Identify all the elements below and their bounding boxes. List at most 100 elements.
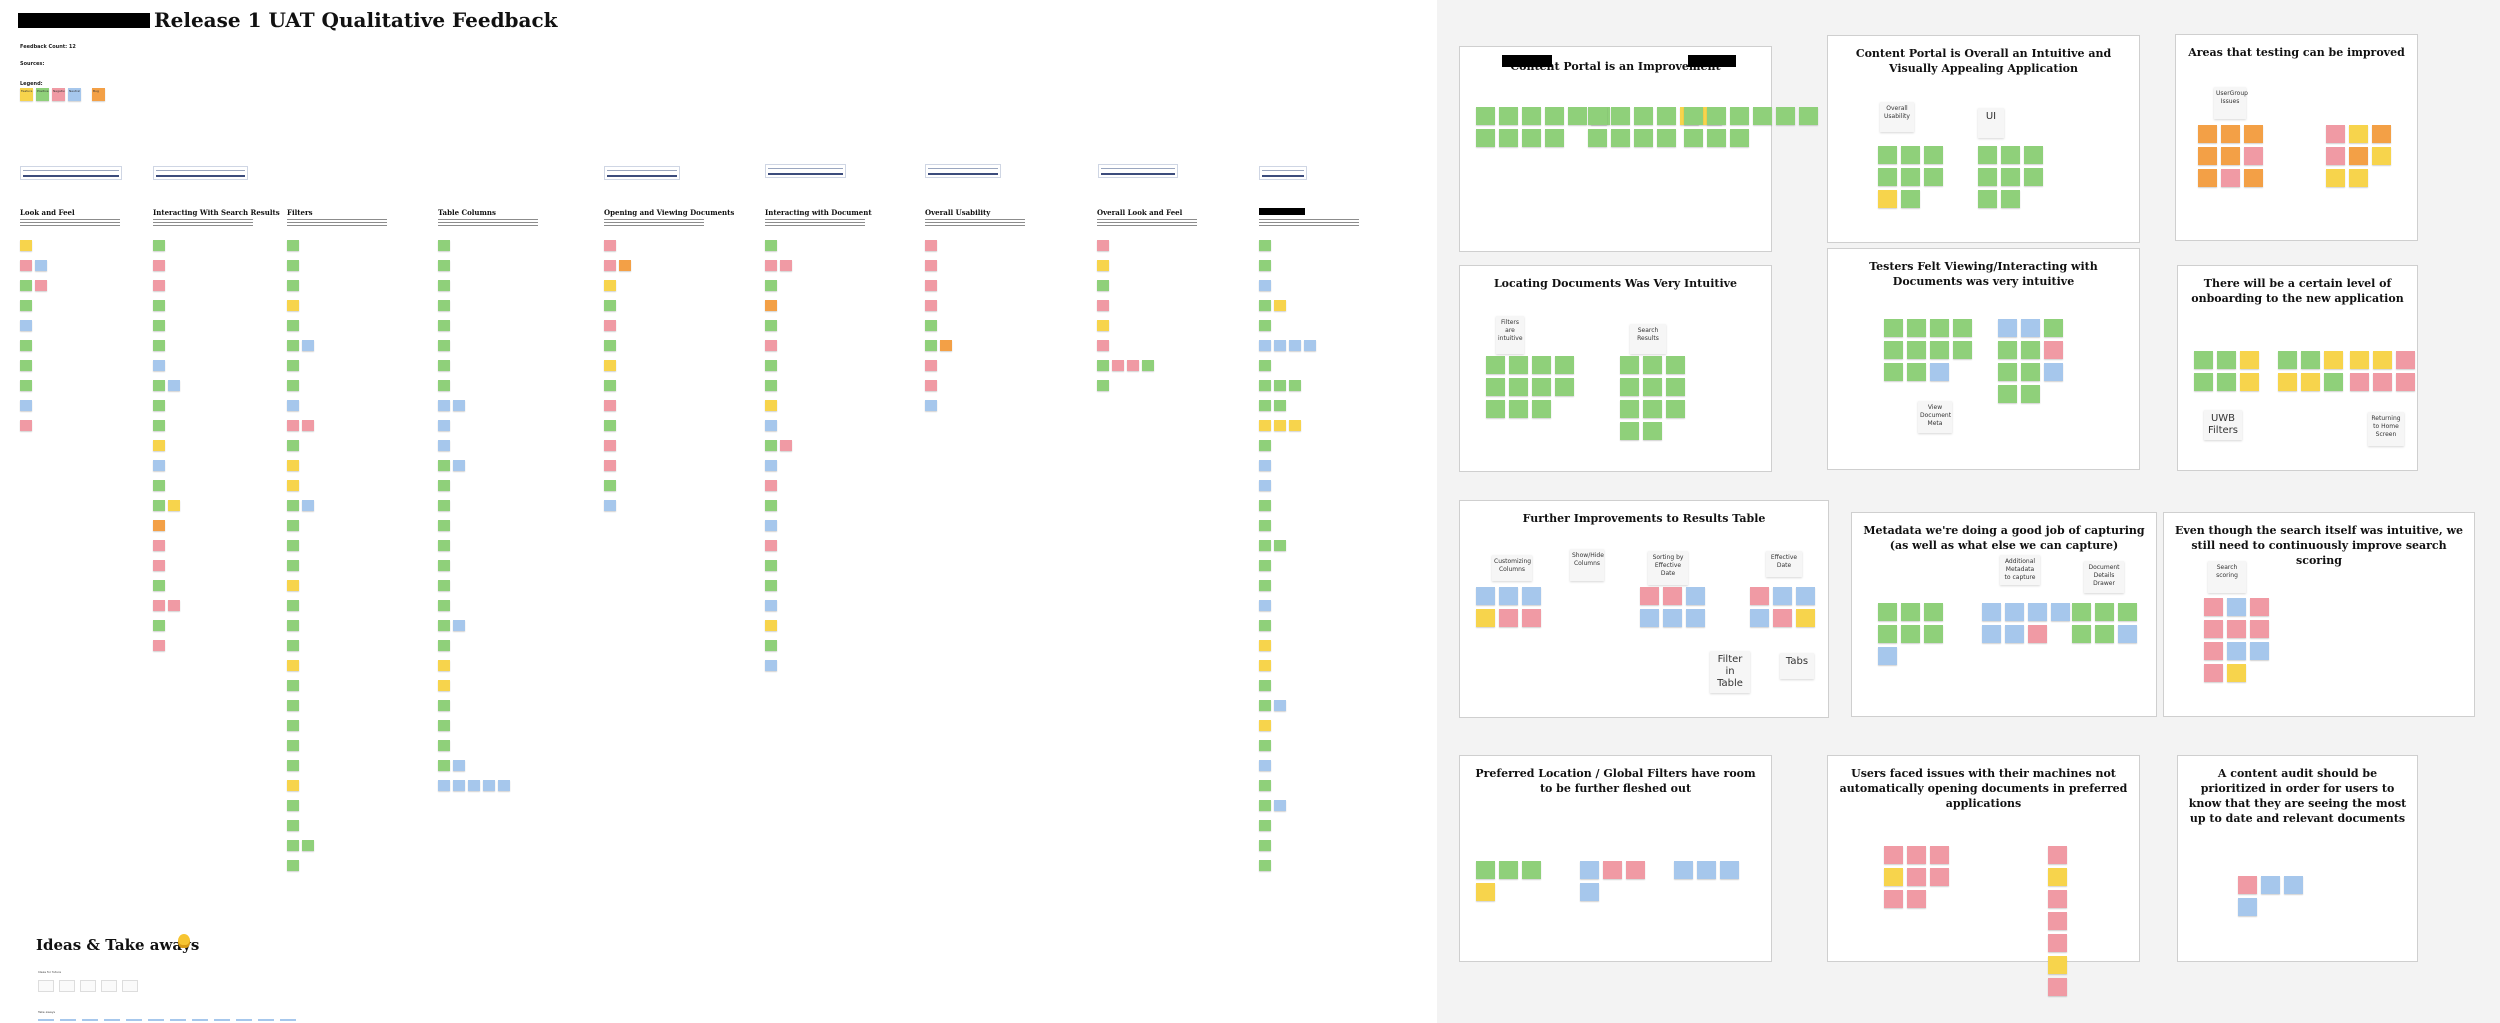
sticky-note[interactable] [1884,363,1903,381]
sticky-note[interactable] [287,700,299,711]
sticky-note[interactable] [153,520,165,531]
sticky-note[interactable] [1930,846,1949,864]
sticky-note[interactable] [1476,107,1495,125]
sticky-note[interactable] [438,500,450,511]
sticky-note[interactable] [1611,129,1630,147]
sticky-note[interactable] [1634,107,1653,125]
theme-panel[interactable]: Content Portal is an Improvement [1459,46,1818,252]
idea-card[interactable] [122,980,138,992]
sticky-note[interactable] [765,500,777,511]
category-label-note[interactable]: UWB Filters [2204,410,2242,440]
sticky-note[interactable] [2051,603,2070,621]
sticky-note[interactable] [1259,760,1271,771]
sticky-note[interactable] [2217,351,2236,369]
sticky-note[interactable] [153,380,165,391]
sticky-note[interactable] [2204,598,2223,616]
sticky-note[interactable] [1901,168,1920,186]
sticky-note[interactable] [287,640,299,651]
sticky-note[interactable] [1907,341,1926,359]
sticky-note[interactable] [483,780,495,791]
sticky-note[interactable] [287,420,299,431]
sticky-note[interactable] [1532,356,1551,374]
sticky-note[interactable] [1112,360,1124,371]
sticky-note[interactable] [2044,341,2063,359]
sticky-note[interactable] [287,600,299,611]
sticky-note[interactable] [35,280,47,291]
sticky-note[interactable] [153,240,165,251]
sticky-note[interactable] [765,320,777,331]
sticky-note[interactable] [1978,146,1997,164]
sticky-note[interactable] [925,360,937,371]
sticky-note[interactable] [1545,107,1564,125]
sticky-note[interactable] [2021,341,2040,359]
sticky-note[interactable] [2072,603,2091,621]
sticky-note[interactable] [2227,598,2246,616]
sticky-note[interactable] [2396,373,2415,391]
theme-panel[interactable]: A content audit should be prioritized in… [2177,755,2418,962]
sticky-note[interactable] [1750,587,1769,605]
sticky-note[interactable] [438,740,450,751]
sticky-note[interactable] [287,360,299,371]
sticky-note[interactable] [604,280,616,291]
sticky-note[interactable] [20,320,32,331]
sticky-note[interactable] [2095,603,2114,621]
sticky-note[interactable] [20,240,32,251]
sticky-note[interactable] [287,300,299,311]
sticky-note[interactable] [2278,373,2297,391]
sticky-note[interactable] [1259,600,1271,611]
sticky-note[interactable] [1259,340,1271,351]
sticky-note[interactable] [1878,647,1897,665]
sticky-note[interactable] [1522,861,1541,879]
sticky-note[interactable] [1476,129,1495,147]
sticky-note[interactable] [153,540,165,551]
theme-panel[interactable]: Locating Documents Was Very Intuitive Fil… [1459,265,1772,472]
sticky-note[interactable] [438,280,450,291]
sticky-note[interactable] [287,860,299,871]
theme-panel[interactable]: There will be a certain level of onboard… [2177,265,2418,471]
sticky-note[interactable] [1259,740,1271,751]
idea-card[interactable] [38,980,54,992]
sticky-note[interactable] [1924,603,1943,621]
sticky-note[interactable] [604,300,616,311]
sticky-note[interactable] [1930,341,1949,359]
sticky-note[interactable] [765,620,777,631]
sticky-note[interactable] [2198,169,2217,187]
sticky-note[interactable] [287,480,299,491]
sticky-note[interactable] [438,580,450,591]
sticky-note[interactable] [1686,609,1705,627]
sticky-note[interactable] [1499,609,1518,627]
sticky-note[interactable] [2372,125,2391,143]
sticky-note[interactable] [604,480,616,491]
sticky-note[interactable] [1259,440,1271,451]
sticky-note[interactable] [1097,260,1109,271]
sticky-note[interactable] [2044,363,2063,381]
sticky-note[interactable] [2194,351,2213,369]
theme-panel[interactable]: Users faced issues with their machines n… [1827,755,2140,996]
sticky-note[interactable] [1486,356,1505,374]
sticky-note[interactable] [2324,373,2343,391]
sticky-note[interactable] [2221,125,2240,143]
sticky-note[interactable] [1499,861,1518,879]
sticky-note[interactable] [438,400,450,411]
sticky-note[interactable] [1142,360,1154,371]
sticky-note[interactable] [765,240,777,251]
sticky-note[interactable] [287,820,299,831]
sticky-note[interactable] [2244,169,2263,187]
sticky-note[interactable] [287,460,299,471]
sticky-note[interactable] [1720,861,1739,879]
sticky-note[interactable] [1476,587,1495,605]
sticky-note[interactable] [1666,400,1685,418]
sticky-note[interactable] [1982,603,2001,621]
sticky-note[interactable] [604,260,616,271]
sticky-note[interactable] [1568,107,1587,125]
sticky-note[interactable] [2198,147,2217,165]
sticky-note[interactable] [1476,609,1495,627]
sticky-note[interactable] [153,300,165,311]
sticky-note[interactable] [1707,107,1726,125]
sticky-note[interactable] [1259,840,1271,851]
idea-card[interactable] [59,980,75,992]
sticky-note[interactable] [1259,380,1271,391]
sticky-note[interactable] [1643,378,1662,396]
sticky-note[interactable] [1555,356,1574,374]
category-label-note[interactable]: UI [1978,108,2004,138]
